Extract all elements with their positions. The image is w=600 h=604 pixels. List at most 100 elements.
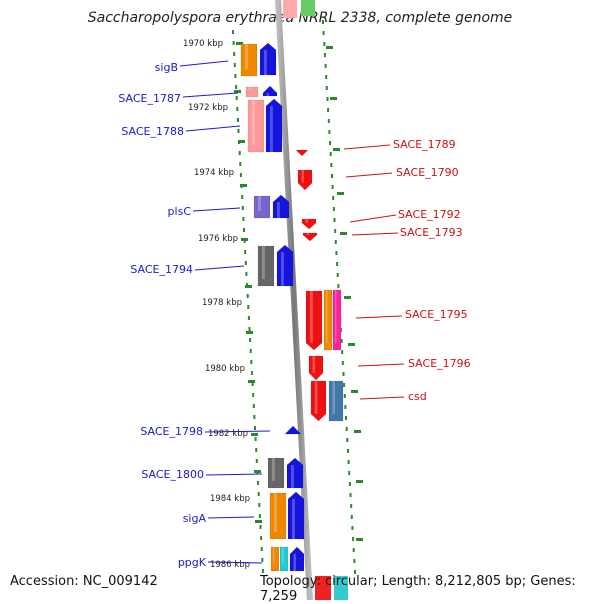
gene-arrow [247, 99, 265, 153]
track-dash [326, 46, 333, 49]
label-leader [207, 516, 255, 519]
gene-label-right: SACE_1796 [408, 357, 471, 370]
track-dot [238, 151, 241, 155]
kbp-tick-label: 1970 kbp [183, 39, 223, 49]
track-dot [257, 481, 260, 485]
gene-arrow [257, 245, 275, 287]
track-dot [252, 404, 255, 408]
track-dot [247, 316, 250, 320]
gene-arrow [265, 98, 283, 153]
track-dot [252, 393, 255, 397]
track-dash [351, 390, 358, 393]
track-dot [337, 284, 340, 288]
track-dot [343, 383, 346, 387]
track-dot [348, 471, 351, 475]
track-dot [352, 548, 355, 552]
track-dash [240, 184, 247, 187]
gene-arrow [253, 195, 271, 219]
track-dot [239, 162, 242, 166]
track-dot [327, 108, 330, 112]
track-dot [332, 207, 335, 211]
track-dot [343, 394, 346, 398]
track-dot [348, 482, 351, 486]
label-leader [349, 214, 397, 223]
track-dot [336, 273, 339, 277]
label-leader [182, 92, 239, 98]
gene-arrow [245, 86, 259, 98]
gene-labels: sigB SACE_1787 SACE_1788 plsC SACE_1794 SACE_… [118, 60, 471, 569]
track-dot [244, 250, 247, 254]
gene-highlight [326, 290, 328, 343]
gene-highlight [266, 93, 270, 96]
gene-arrow [301, 218, 317, 230]
kbp-tick-label: 1978 kbp [202, 298, 242, 308]
track-dot [249, 338, 252, 342]
gene-arrow [269, 492, 287, 540]
gene-arrow [310, 380, 327, 422]
track-dot [254, 426, 256, 430]
gene-highlight [245, 44, 248, 69]
gene-features [240, 42, 344, 572]
gene-arrow [289, 546, 305, 572]
gene-arrow [262, 85, 278, 97]
gene-label-right: SACE_1789 [393, 138, 456, 151]
gene-highlight [301, 170, 305, 183]
map-title: Saccharopolyspora erythraea NRRL 2338, c… [87, 10, 513, 26]
track-dot [345, 416, 347, 420]
gene-label-left: SACE_1800 [141, 468, 204, 481]
track-dot [328, 130, 331, 134]
gene-arrow [284, 425, 302, 435]
track-dot [233, 52, 236, 56]
gene-highlight [314, 381, 318, 414]
gene-highlight [305, 219, 309, 223]
track-dot [232, 30, 234, 34]
track-dot [251, 382, 254, 386]
track-dot [244, 261, 247, 265]
track-dot [350, 515, 353, 519]
gene-label-right: csd [408, 390, 427, 403]
track-dot [341, 361, 344, 365]
kbp-tick-label: 1984 kbp [210, 494, 250, 504]
gene-arrow [295, 149, 309, 157]
gene-highlight [277, 202, 280, 218]
gene-block [315, 576, 331, 600]
track-dot [246, 294, 249, 298]
track-dot [333, 218, 336, 222]
track-dot [235, 85, 238, 89]
track-dot [334, 240, 337, 244]
gene-arrow [286, 457, 304, 489]
kbp-tick-label: 1982 kbp [208, 429, 248, 439]
track-dot [352, 537, 355, 541]
gene-highlight [273, 547, 275, 564]
gene-highlight [312, 356, 316, 373]
kbp-tick-label: 1972 kbp [188, 103, 228, 113]
gene-arrow [328, 380, 344, 422]
gene-label-left: SACE_1794 [130, 263, 193, 276]
track-dash [238, 140, 245, 143]
track-dot [331, 174, 333, 178]
kbp-tick-label: 1976 kbp [198, 234, 238, 244]
gene-arrow [305, 290, 323, 351]
track-dot [325, 86, 328, 90]
label-leader [345, 172, 393, 178]
label-leader [351, 232, 399, 236]
gene-arrow [276, 244, 294, 287]
track-dot [342, 372, 345, 376]
track-dash [241, 238, 248, 241]
track-dot [327, 119, 330, 123]
label-leader [204, 430, 271, 433]
track-dot [242, 217, 245, 221]
track-dot [326, 97, 329, 101]
label-leader [205, 473, 263, 476]
track-dot [235, 96, 238, 100]
gene-highlight [293, 554, 297, 571]
track-dot [241, 206, 244, 210]
track-dot [354, 570, 356, 574]
track-dot [250, 360, 253, 364]
label-leader [343, 144, 391, 150]
track-dash [354, 430, 361, 433]
track-dash [356, 480, 363, 483]
track-dot [260, 547, 263, 551]
label-leader [194, 265, 245, 271]
track-dot [323, 53, 326, 57]
